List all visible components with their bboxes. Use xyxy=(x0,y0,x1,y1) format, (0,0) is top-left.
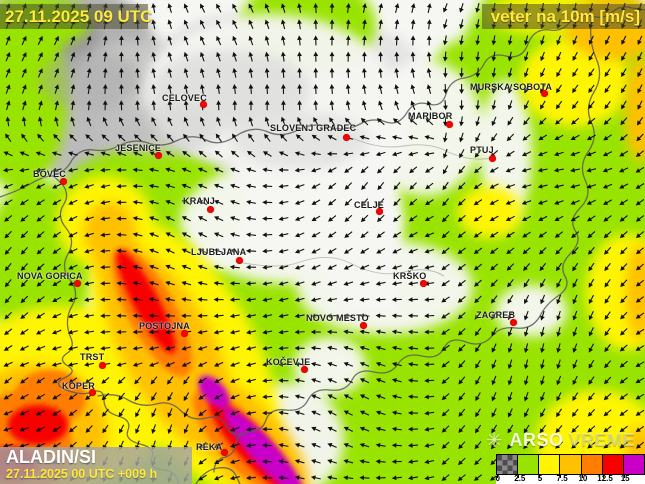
city-label: MURSKA SOBOTA xyxy=(470,82,553,92)
arso-logo-icon: ✳ xyxy=(485,429,503,452)
city-label: LJUBLJANA xyxy=(191,247,247,257)
wind-zone-magenta xyxy=(198,375,304,484)
city-dot xyxy=(155,152,162,159)
model-run-label: 27.11.2025 00 UTC +009 h xyxy=(6,467,158,481)
city-label: KOPER xyxy=(62,381,96,391)
city-label: NOVO MESTO xyxy=(306,313,369,323)
city-label: KRŠKO xyxy=(393,271,427,281)
city-dot xyxy=(420,280,427,287)
city-dot xyxy=(74,280,81,287)
arso-product-label: VREME xyxy=(568,430,635,450)
legend-swatch xyxy=(518,455,540,474)
legend-tick-label: 7.5 xyxy=(556,474,568,483)
legend-tick-label: 0 xyxy=(495,474,500,483)
city-dot xyxy=(236,257,243,264)
city-label: CELOVEC xyxy=(162,93,207,103)
model-info-box: ALADIN/SI 27.11.2025 00 UTC +009 h xyxy=(0,447,192,484)
model-name: ALADIN/SI xyxy=(6,447,96,467)
city-label: PTUJ xyxy=(470,145,494,155)
city-label: CELJE xyxy=(354,200,385,210)
city-label: MARIBOR xyxy=(408,111,453,121)
city-label: BOVEC xyxy=(33,169,67,179)
city-dot xyxy=(446,121,453,128)
legend-swatch xyxy=(497,455,519,474)
legend-scale-labels: 0 2.5 5 7.5 10 12.5 15 xyxy=(495,474,645,484)
city-label: TRST xyxy=(80,352,105,362)
city-dot xyxy=(510,319,517,326)
city-label: JESENICE xyxy=(115,143,162,153)
city-dot xyxy=(376,208,383,215)
rivers xyxy=(237,137,493,277)
city-label: KRANJ xyxy=(183,196,216,206)
city-label: NOVA GORICA xyxy=(17,271,83,281)
city-dot xyxy=(99,362,106,369)
city-dot xyxy=(60,178,67,185)
legend-swatch xyxy=(539,455,561,474)
arso-vreme-watermark: ✳ ARSO VREME xyxy=(486,430,635,451)
legend-swatches xyxy=(496,454,645,475)
arso-org-label: ARSO xyxy=(509,430,564,450)
city-label: REKA xyxy=(196,442,223,452)
wind-speed-legend: 0 2.5 5 7.5 10 12.5 15 xyxy=(495,454,645,484)
city-dot xyxy=(181,330,188,337)
legend-swatch xyxy=(560,455,582,474)
city-label: POSTOJNA xyxy=(139,321,190,331)
city-dot xyxy=(89,389,96,396)
city-label: KOČEVJE xyxy=(266,357,311,367)
city-dot xyxy=(360,322,367,329)
legend-tick-label: 5 xyxy=(537,474,543,483)
legend-swatch xyxy=(623,455,644,474)
valid-time-label: 27.11.2025 09 UTC xyxy=(0,4,152,29)
legend-tick-label: 2.5 xyxy=(514,474,526,483)
city-dot xyxy=(343,134,350,141)
city-dot xyxy=(541,90,548,97)
city-label: ZAGREB xyxy=(476,310,516,320)
legend-tick-label: 10 xyxy=(578,474,588,483)
city-dot xyxy=(207,206,214,213)
legend-tick-label: 15 xyxy=(620,474,630,483)
legend-swatch xyxy=(581,455,603,474)
map-title: veter na 10m [m/s] xyxy=(481,4,645,29)
city-label: SLOVENJ GRADEC xyxy=(270,123,357,133)
legend-tick-label: 12.5 xyxy=(597,474,613,483)
city-dot xyxy=(489,155,496,162)
city-dot xyxy=(221,449,228,456)
city-dot xyxy=(200,101,207,108)
city-dot xyxy=(301,366,308,373)
legend-swatch xyxy=(602,455,624,474)
